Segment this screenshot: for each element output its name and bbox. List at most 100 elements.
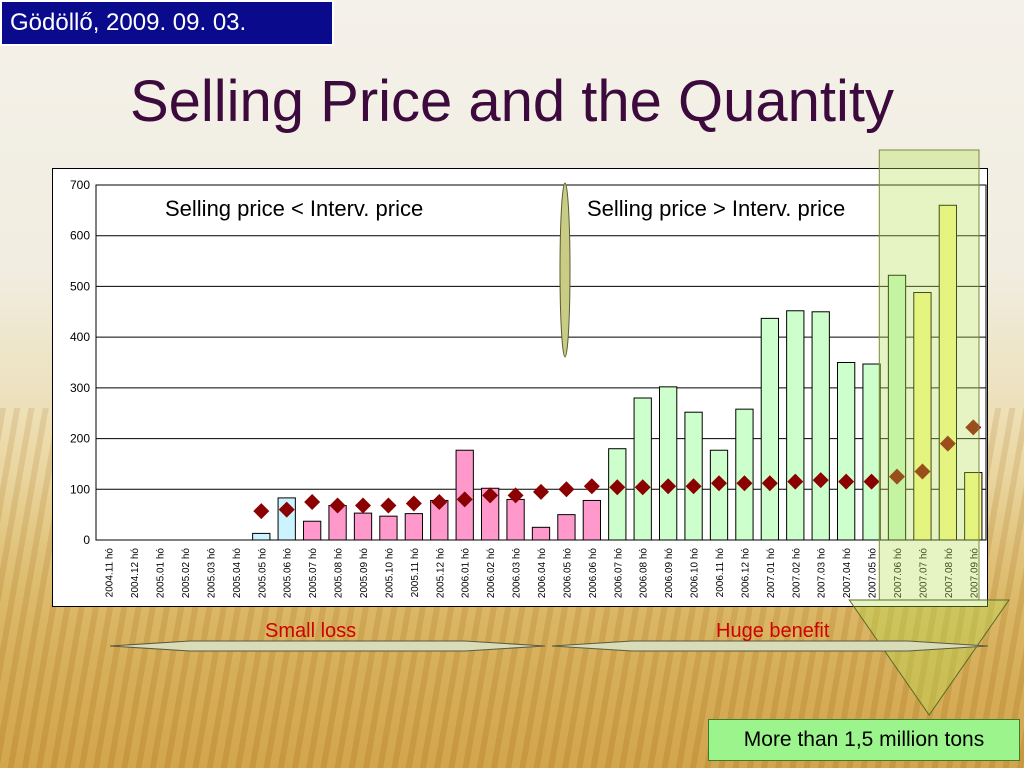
- y-tick-label: 500: [70, 279, 90, 293]
- price-marker: [304, 493, 321, 510]
- x-tick-label: 2007.04 hó: [842, 548, 853, 598]
- bar: [862, 363, 881, 541]
- bar: [735, 408, 754, 541]
- bar: [506, 498, 525, 541]
- bar: [353, 512, 373, 541]
- y-tick-label: 100: [70, 482, 90, 496]
- y-tick-label: 300: [70, 381, 90, 395]
- chart-svg: 0 100 200 300 400 500 600 700 2004.11 hó 2004.12 …: [70, 178, 987, 598]
- bar: [887, 274, 907, 541]
- y-tick-label: 600: [70, 229, 90, 243]
- bar: [633, 397, 652, 541]
- bar: [404, 513, 424, 541]
- price-marker: [736, 475, 753, 492]
- price-marker: [787, 473, 804, 490]
- x-tick-label: 2005.03 hó: [206, 548, 217, 598]
- price-marker: [711, 475, 727, 492]
- x-tick-label: 2005.01 hó: [156, 548, 167, 598]
- y-tick-label: 400: [70, 330, 90, 344]
- price-marker: [329, 497, 346, 514]
- price-marker: [660, 478, 677, 495]
- x-tick-label: 2006.10 hó: [690, 548, 701, 598]
- price-marker: [380, 497, 397, 514]
- x-tick-label: 2005.10 hó: [384, 548, 395, 598]
- x-tick-label: 2006.01 hó: [461, 548, 472, 598]
- bar: [811, 311, 830, 541]
- price-marker: [685, 478, 702, 495]
- chart-frame: 0 100 200 300 400 500 600 700 2004.11 hó 2004.12 …: [52, 168, 988, 607]
- x-tick-label: 2005.11 hó: [410, 548, 421, 598]
- x-tick-label: 2006.02 hó: [486, 548, 497, 598]
- x-tick-label: 2007.05 hó: [868, 548, 879, 598]
- bar: [938, 204, 958, 541]
- x-tick-label: 2006.09 hó: [664, 548, 675, 598]
- slide-title: Selling Price and the Quantity: [129, 69, 895, 134]
- callout-box: More than 1,5 million tons: [708, 719, 1020, 761]
- price-marker: [558, 481, 575, 498]
- price-marker: [355, 497, 371, 514]
- bar: [684, 411, 703, 541]
- price-marker: [634, 479, 651, 496]
- price-marker: [838, 473, 855, 490]
- x-tick-label: 2006.08 hó: [639, 548, 650, 598]
- bar: [379, 515, 398, 541]
- y-tick-label: 700: [70, 178, 90, 192]
- date-label: Gödöllő, 2009. 09. 03.: [0, 0, 334, 46]
- x-tick-label: 2005.05 hó: [257, 548, 268, 598]
- right-region-label: Selling price > Interv. price: [587, 196, 846, 221]
- y-tick-label: 0: [83, 533, 90, 547]
- price-marker: [812, 472, 829, 489]
- x-tick-label: 2007.02 hó: [791, 548, 802, 598]
- price-marker: [761, 475, 778, 492]
- price-marker: [482, 487, 499, 504]
- left-region-label: Selling price < Interv. price: [165, 196, 424, 221]
- bar: [658, 386, 678, 541]
- bar: [252, 532, 271, 541]
- bar: [531, 526, 551, 541]
- price-marker: [583, 478, 600, 495]
- bar: [964, 472, 983, 541]
- x-tick-label: 2006.06 hó: [588, 548, 599, 598]
- huge-benefit-label: Huge benefit: [716, 620, 830, 642]
- price-marker: [456, 491, 473, 508]
- x-tick-label: 2007.09 hó: [969, 548, 980, 598]
- x-tick-label: 2006.05 hó: [562, 548, 573, 598]
- price-marker: [533, 483, 549, 500]
- price-marker: [278, 501, 295, 518]
- bar: [760, 317, 780, 541]
- bar: [786, 310, 805, 541]
- x-tick-label: 2005.07 hó: [308, 548, 319, 598]
- x-tick-label: 2004.12 hó: [130, 548, 141, 598]
- x-tick-label: 2005.04 hó: [232, 548, 243, 598]
- x-tick-label: 2006.12 hó: [740, 548, 751, 598]
- x-tick-label: 2005.08 hó: [334, 548, 345, 598]
- price-marker: [253, 503, 270, 520]
- price-marker: [609, 479, 626, 496]
- x-tick-label: 2005.09 hó: [359, 548, 370, 598]
- price-marker: [405, 495, 422, 512]
- bar: [582, 499, 602, 541]
- bar: [709, 449, 729, 541]
- bar: [913, 292, 932, 541]
- bar: [836, 362, 856, 541]
- x-tick-label: 2007.06 hó: [893, 548, 904, 598]
- price-marker: [431, 493, 448, 510]
- x-tick-label: 2007.01 hó: [766, 548, 777, 598]
- x-tick-label: 2007.07 hó: [918, 548, 929, 598]
- x-tick-label: 2006.04 hó: [537, 548, 548, 598]
- price-marker: [507, 487, 524, 504]
- price-marker: [863, 473, 880, 490]
- x-tick-label: 2006.07 hó: [613, 548, 624, 598]
- x-tick-label: 2007.03 hó: [817, 548, 828, 598]
- x-tick-label: 2006.03 hó: [512, 548, 523, 598]
- x-tick-label: 2004.11 hó: [105, 548, 116, 598]
- bar: [557, 514, 576, 541]
- bar: [302, 520, 322, 541]
- price-marker: [965, 419, 982, 436]
- x-tick-label: 2005.12 hó: [435, 548, 446, 598]
- y-tick-label: 200: [70, 432, 90, 446]
- x-tick-label: 2007.08 hó: [944, 548, 955, 598]
- x-tick-label: 2006.11 hó: [715, 548, 726, 598]
- x-tick-label: 2005.06 hó: [283, 548, 294, 598]
- small-loss-label: Small loss: [265, 620, 357, 642]
